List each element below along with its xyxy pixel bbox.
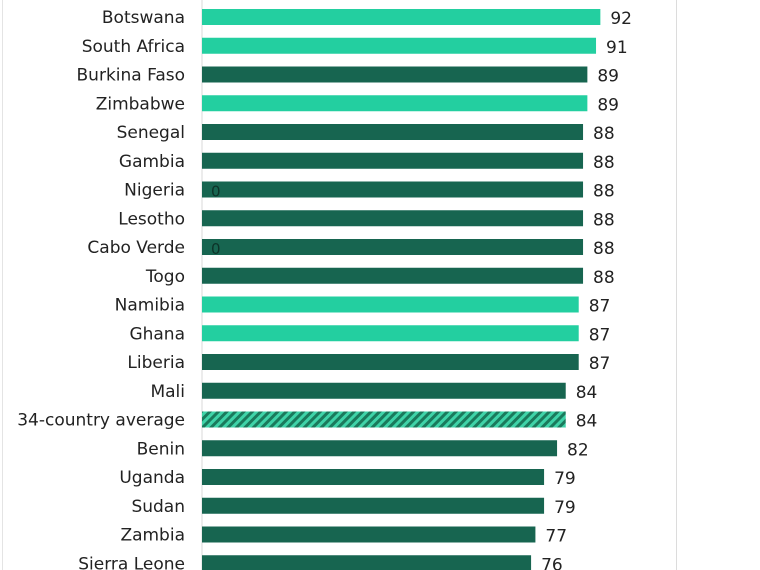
value-label: 91 <box>606 38 628 58</box>
category-label: Uganda <box>119 468 185 488</box>
category-label: 34-country average <box>17 411 185 431</box>
value-label: 88 <box>593 124 615 144</box>
bar <box>202 95 588 112</box>
category-label: Lesotho <box>118 209 185 229</box>
bar <box>202 440 558 457</box>
bar <box>202 66 588 83</box>
bar <box>202 152 584 169</box>
bar <box>202 325 579 342</box>
category-label: Ghana <box>129 324 185 344</box>
value-label: 88 <box>593 182 615 202</box>
bar <box>202 354 579 370</box>
chart-frame-left <box>2 0 3 570</box>
bar <box>202 267 584 284</box>
category-label: Botswana <box>102 8 185 28</box>
value-label: 82 <box>567 440 589 460</box>
bar <box>202 382 566 399</box>
value-label: 88 <box>593 268 615 288</box>
bar <box>202 555 532 570</box>
bar <box>202 239 584 255</box>
value-label: 76 <box>541 555 563 570</box>
bar <box>202 37 597 54</box>
value-label: 87 <box>589 325 611 345</box>
value-label: 89 <box>597 95 619 115</box>
value-label: 84 <box>576 383 598 403</box>
value-label: 89 <box>597 67 619 87</box>
average-bar <box>202 411 566 428</box>
category-label: Senegal <box>117 123 185 143</box>
value-label: 87 <box>589 354 611 374</box>
category-label: Burkina Faso <box>77 66 185 86</box>
value-label: 87 <box>589 297 611 317</box>
inner-bar-label: 0 <box>211 240 221 258</box>
value-label: 84 <box>576 412 598 432</box>
category-label: Gambia <box>119 152 185 172</box>
value-label: 88 <box>593 239 615 259</box>
category-label: Namibia <box>115 296 185 316</box>
category-label: Nigeria <box>124 181 185 201</box>
category-label: Cabo Verde <box>87 238 185 258</box>
bar <box>202 526 536 543</box>
bar <box>202 210 584 227</box>
value-label: 79 <box>554 469 576 489</box>
bar <box>202 469 545 485</box>
category-label: Mali <box>150 382 185 402</box>
category-label: Sudan <box>131 497 185 517</box>
category-label: Zambia <box>120 526 185 546</box>
bar <box>202 181 584 198</box>
category-label: Zimbabwe <box>96 94 185 114</box>
inner-bar-label: 0 <box>211 183 221 201</box>
value-label: 88 <box>593 210 615 230</box>
value-label: 77 <box>545 527 567 547</box>
bar <box>202 497 545 514</box>
bar <box>202 296 579 313</box>
category-label: Sierra Leone <box>78 554 185 570</box>
bar <box>202 9 601 25</box>
value-label: 92 <box>610 9 632 29</box>
chart-frame-right <box>676 0 677 570</box>
category-label: Benin <box>137 439 185 459</box>
value-label: 88 <box>593 153 615 173</box>
category-label: Liberia <box>127 353 185 373</box>
category-label: South Africa <box>82 37 185 57</box>
bar <box>202 124 584 140</box>
value-label: 79 <box>554 498 576 518</box>
category-label: Togo <box>145 267 185 287</box>
